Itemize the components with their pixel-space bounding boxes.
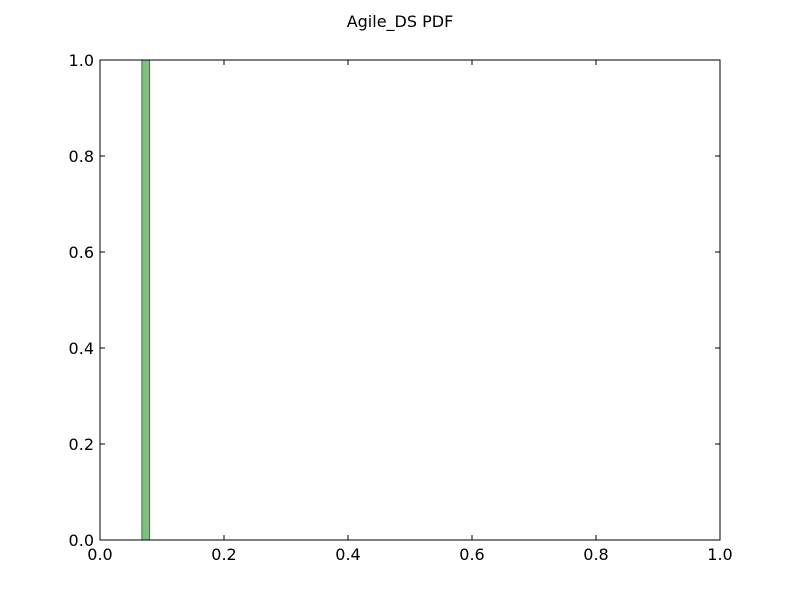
x-tick-label-5: 1.0 <box>707 545 732 564</box>
histogram-bar-0 <box>141 59 151 541</box>
x-tick-label-1: 0.2 <box>211 545 236 564</box>
y-tick-label-5: 1.0 <box>69 51 94 70</box>
y-tick-label-1: 0.2 <box>69 435 94 454</box>
x-tick-label-3: 0.6 <box>459 545 484 564</box>
y-tick-label-4: 0.8 <box>69 147 94 166</box>
x-tick-label-0: 0.0 <box>87 545 112 564</box>
y-tick-label-0: 0.0 <box>69 531 94 550</box>
y-tick-label-2: 0.4 <box>69 339 94 358</box>
chart-title: Agile_DS PDF <box>347 12 454 32</box>
plot-frame <box>99 59 721 541</box>
x-tick-label-2: 0.4 <box>335 545 360 564</box>
x-tick-label-4: 0.8 <box>583 545 608 564</box>
y-tick-label-3: 0.6 <box>69 243 94 262</box>
